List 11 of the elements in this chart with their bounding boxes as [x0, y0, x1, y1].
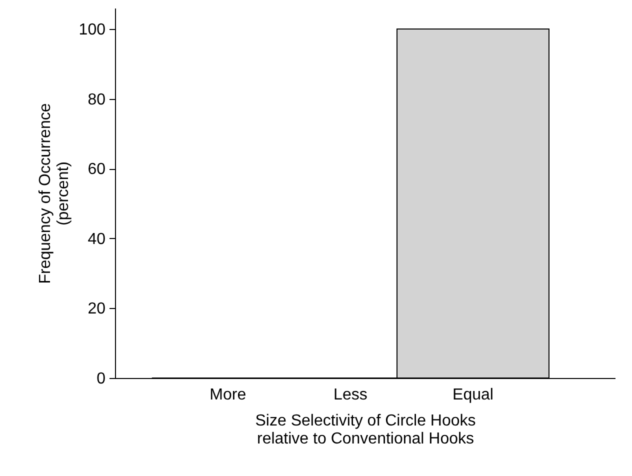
- y-tick-label: 100: [78, 21, 106, 38]
- x-tick-label: More: [210, 386, 246, 404]
- x-axis-title: Size Selectivity of Circle Hooks relative to Conventional Hooks: [255, 412, 476, 448]
- y-tick-label: 0: [96, 370, 106, 388]
- x-tick-label: Less: [334, 386, 368, 404]
- y-axis-title: Frequency of Occurrence (percent): [36, 103, 72, 284]
- y-tick-label: 40: [88, 230, 106, 248]
- y-tick-label: 60: [88, 161, 106, 178]
- y-tick-label: 80: [88, 91, 106, 108]
- y-tick-label: 20: [88, 300, 106, 318]
- x-tick-label: Equal: [452, 386, 494, 404]
